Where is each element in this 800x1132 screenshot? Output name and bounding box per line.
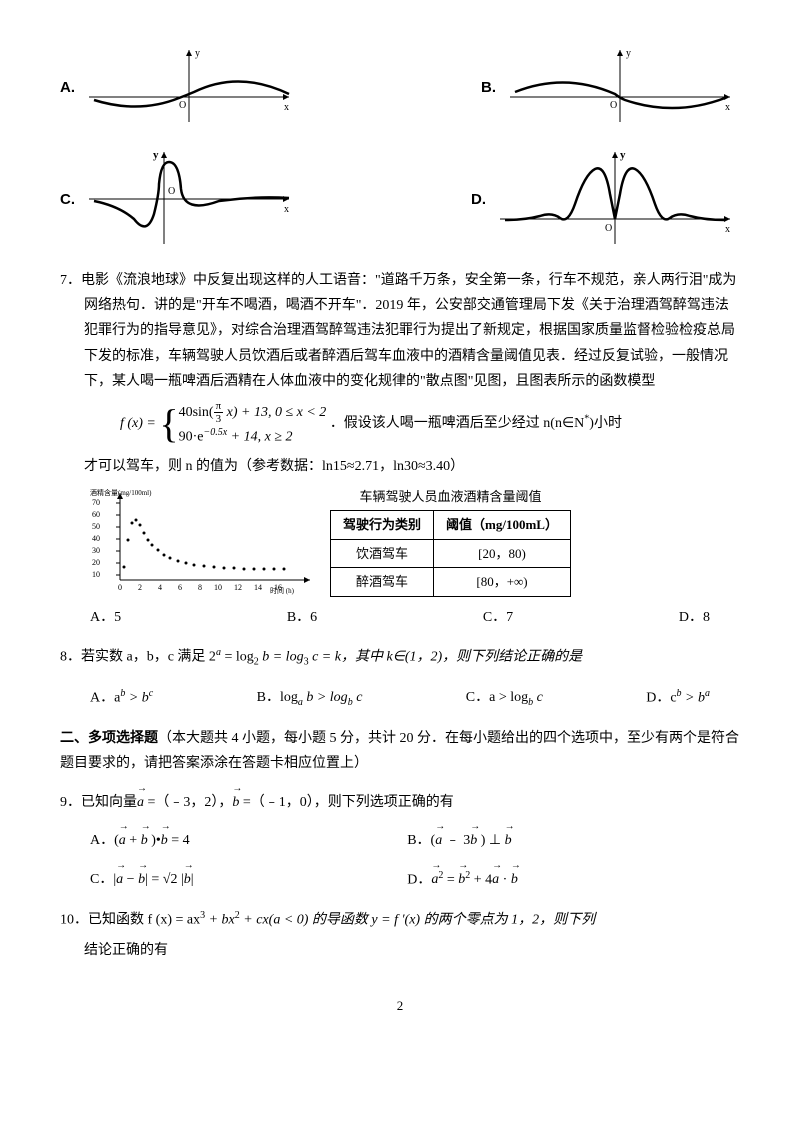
svg-text:10: 10 bbox=[214, 583, 222, 592]
page-number: 2 bbox=[60, 994, 740, 1017]
q7-formula: f (x) = { 40sin(π3 x) + 13, 0 ≤ x < 2 90… bbox=[60, 400, 740, 448]
q9-stem: 9．已知向量a =（﹣3，2），b =（﹣1，0），则下列选项正确的有 bbox=[60, 790, 740, 815]
svg-text:O: O bbox=[610, 100, 617, 111]
graph-option-a: A. x y O bbox=[60, 42, 299, 132]
q8-opt-c: C．a > logb c bbox=[466, 685, 543, 712]
question-9: 9．已知向量a =（﹣3，2），b =（﹣1，0），则下列选项正确的有 A．(a… bbox=[60, 790, 740, 892]
q7-opt-d: D．8 bbox=[679, 605, 710, 630]
section-2-title: 二、多项选择题 bbox=[60, 731, 158, 746]
q9-options: A．(a + b )•b = 4 B．(a ﹣ 3b ) ⊥ b C．|a − … bbox=[60, 828, 740, 893]
svg-text:10: 10 bbox=[92, 570, 100, 579]
svg-text:x: x bbox=[284, 204, 289, 215]
q7-opt-b: B．6 bbox=[287, 605, 317, 630]
svg-text:40: 40 bbox=[92, 534, 100, 543]
graph-svg-d: x y O bbox=[490, 144, 740, 254]
svg-text:8: 8 bbox=[198, 583, 202, 592]
svg-text:20: 20 bbox=[92, 558, 100, 567]
svg-text:y: y bbox=[153, 149, 159, 161]
svg-text:6: 6 bbox=[178, 583, 182, 592]
q7-threshold-table: 驾驶行为类别阈值（mg/100mL） 饮酒驾车[20，80) 醉酒驾车[80，+… bbox=[330, 510, 571, 596]
q7-chart-table-block: 70 60 50 40 30 20 10 0 2 4 6 8 10 12 14 … bbox=[90, 485, 740, 597]
svg-text:O: O bbox=[605, 223, 612, 234]
svg-text:2: 2 bbox=[138, 583, 142, 592]
q7-text: 7．电影《流浪地球》中反复出现这样的人工语音："道路千万条，安全第一条，行车不规… bbox=[60, 268, 740, 394]
svg-text:时间 (h): 时间 (h) bbox=[270, 586, 295, 595]
svg-text:4: 4 bbox=[158, 583, 162, 592]
section-2-desc: （本大题共 4 小题，每小题 5 分，共计 20 分．在每小题给出的四个选项中，… bbox=[60, 731, 739, 771]
graph-row-1: A. x y O B. x y O bbox=[60, 42, 740, 132]
question-7: 7．电影《流浪地球》中反复出现这样的人工语音："道路千万条，安全第一条，行车不规… bbox=[60, 268, 740, 630]
svg-text:12: 12 bbox=[234, 583, 242, 592]
q7-options: A．5 B．6 C．7 D．8 bbox=[60, 601, 740, 630]
graph-option-d: D. x y O bbox=[471, 144, 740, 254]
q7-table-title: 车辆驾驶人员血液酒精含量阈值 bbox=[330, 485, 571, 510]
q10-stem: 10．已知函数 f (x) = ax3 + bx2 + cx(a < 0) 的导… bbox=[60, 907, 740, 933]
q9-opt-d: D．a2 = b2 + 4a · b bbox=[407, 867, 700, 893]
question-10: 10．已知函数 f (x) = ax3 + bx2 + cx(a < 0) 的导… bbox=[60, 907, 740, 964]
svg-text:50: 50 bbox=[92, 522, 100, 531]
svg-text:30: 30 bbox=[92, 546, 100, 555]
q7-table-wrap: 车辆驾驶人员血液酒精含量阈值 驾驶行为类别阈值（mg/100mL） 饮酒驾车[2… bbox=[330, 485, 571, 597]
q7-opt-c: C．7 bbox=[483, 605, 513, 630]
svg-text:14: 14 bbox=[254, 583, 262, 592]
graph-label-c: C. bbox=[60, 186, 75, 213]
section-2-header: 二、多项选择题（本大题共 4 小题，每小题 5 分，共计 20 分．在每小题给出… bbox=[60, 726, 740, 776]
q8-stem: 8．若实数 a，b，c 满足 2a = log2 b = log3 c = k，… bbox=[60, 644, 740, 671]
q9-opt-c: C．|a − b| = √2 |b| bbox=[90, 867, 383, 893]
question-8: 8．若实数 a，b，c 满足 2a = log2 b = log3 c = k，… bbox=[60, 644, 740, 712]
svg-text:x: x bbox=[725, 224, 730, 235]
svg-text:y: y bbox=[626, 48, 631, 59]
q7-opt-a: A．5 bbox=[90, 605, 121, 630]
svg-text:0: 0 bbox=[118, 583, 122, 592]
q8-opt-a: A．ab > bc bbox=[90, 685, 153, 712]
graph-row-2: C. x y O D. x y O bbox=[60, 144, 740, 254]
graph-label-b: B. bbox=[481, 74, 496, 101]
svg-text:O: O bbox=[179, 100, 186, 111]
q7-scatter-chart: 70 60 50 40 30 20 10 0 2 4 6 8 10 12 14 … bbox=[90, 485, 320, 595]
graph-label-a: A. bbox=[60, 74, 75, 101]
q9-opt-b: B．(a ﹣ 3b ) ⊥ b bbox=[407, 828, 700, 853]
q8-opt-b: B．loga b > logb c bbox=[257, 685, 363, 712]
svg-text:酒精含量(mg/100ml): 酒精含量(mg/100ml) bbox=[90, 488, 152, 497]
svg-text:70: 70 bbox=[92, 498, 100, 507]
svg-text:60: 60 bbox=[92, 510, 100, 519]
svg-text:x: x bbox=[284, 102, 289, 113]
graph-svg-b: x y O bbox=[500, 42, 740, 132]
svg-text:y: y bbox=[195, 48, 200, 59]
svg-text:y: y bbox=[620, 149, 626, 161]
graph-svg-c: x y O bbox=[79, 144, 299, 254]
graph-svg-a: x y O bbox=[79, 42, 299, 132]
q8-options: A．ab > bc B．loga b > logb c C．a > logb c… bbox=[60, 681, 740, 712]
graph-option-b: B. x y O bbox=[481, 42, 740, 132]
q7-text3: 才可以驾车，则 n 的值为（参考数据：ln15≈2.71，ln30≈3.40） bbox=[60, 454, 740, 479]
graph-label-d: D. bbox=[471, 186, 486, 213]
q10-text4: 结论正确的有 bbox=[60, 938, 740, 963]
q8-opt-d: D．cb > ba bbox=[646, 685, 710, 712]
svg-text:x: x bbox=[725, 102, 730, 113]
svg-text:O: O bbox=[168, 186, 175, 197]
graph-option-c: C. x y O bbox=[60, 144, 299, 254]
q9-opt-a: A．(a + b )•b = 4 bbox=[90, 828, 383, 853]
